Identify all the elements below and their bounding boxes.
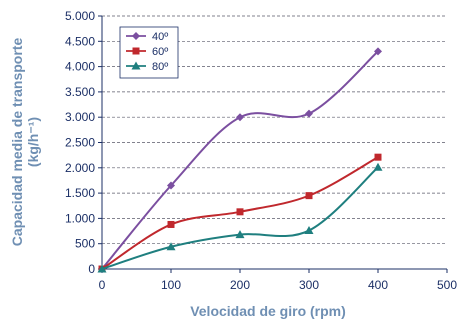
legend: 40º 60º 80º: [119, 26, 179, 79]
data-point-1-3: [236, 113, 244, 122]
data-point-2-5: [374, 153, 382, 161]
legend-label-1: 40º: [152, 31, 168, 43]
data-point-1-5: [374, 47, 382, 56]
y-tick-label-4: 2.000: [65, 161, 95, 175]
y-tick-label-5: 2.500: [65, 136, 95, 150]
y-tick-label-10: 5.000: [65, 9, 95, 23]
data-point-3-2: [166, 242, 176, 251]
x-axis-title: Velocidad de giro (rpm): [190, 303, 346, 319]
y-tick-label-2: 1.000: [65, 211, 95, 225]
y-tick-label-6: 3.000: [65, 110, 95, 124]
y-tick-label-3: 1.500: [65, 186, 95, 200]
legend-item-3: 80º: [126, 61, 168, 73]
series-3: [97, 162, 383, 273]
y-tick-label-8: 4.000: [65, 60, 95, 74]
data-point-1-4: [305, 109, 313, 118]
gridlines: [102, 15, 447, 245]
x-tick-label-3: 300: [299, 278, 319, 292]
y-tick-label-1: 500: [75, 237, 95, 251]
data-point-2-2: [167, 220, 175, 228]
data-point-3-4: [304, 226, 314, 235]
legend-item-2: 60º: [126, 46, 168, 58]
axes: 0 500 1.000 1.500 2.000 2.500 3.000 3.500 4.000 4…: [65, 9, 457, 292]
y-tick-label-7: 3.500: [65, 85, 95, 99]
y-tick-label-0: 0: [88, 262, 95, 276]
y-tick-label-9: 4.500: [65, 34, 95, 48]
y-axis-title-line-2: (kg/h⁻¹): [25, 117, 41, 167]
data-point-1-2: [167, 181, 175, 190]
data-point-3-3: [235, 230, 245, 239]
legend-label-3: 80º: [152, 61, 168, 73]
legend-marker-3: [131, 61, 141, 70]
x-tick-label-4: 400: [368, 278, 388, 292]
legend-marker-2: [132, 47, 140, 55]
data-point-2-4: [305, 192, 313, 200]
series-2: [98, 153, 382, 273]
legend-marker-1: [132, 32, 140, 40]
x-tick-label-5: 500: [437, 278, 457, 292]
y-axis-title-line-1: Capacidad media de transporte: [9, 38, 25, 247]
x-tick-label-2: 200: [230, 278, 250, 292]
series-1: [98, 47, 382, 273]
x-tick-label-0: 0: [99, 278, 106, 292]
x-tick-label-1: 100: [161, 278, 181, 292]
data-point-2-3: [236, 208, 244, 216]
legend-box: [119, 26, 179, 79]
legend-item-1: 40º: [126, 31, 168, 43]
data-point-3-1: [97, 264, 107, 273]
y-axis-title: Capacidad media de transporte (kg/h⁻¹): [9, 38, 41, 247]
series-group: [97, 47, 383, 273]
data-point-3-5: [373, 162, 383, 171]
legend-label-2: 60º: [152, 46, 168, 58]
